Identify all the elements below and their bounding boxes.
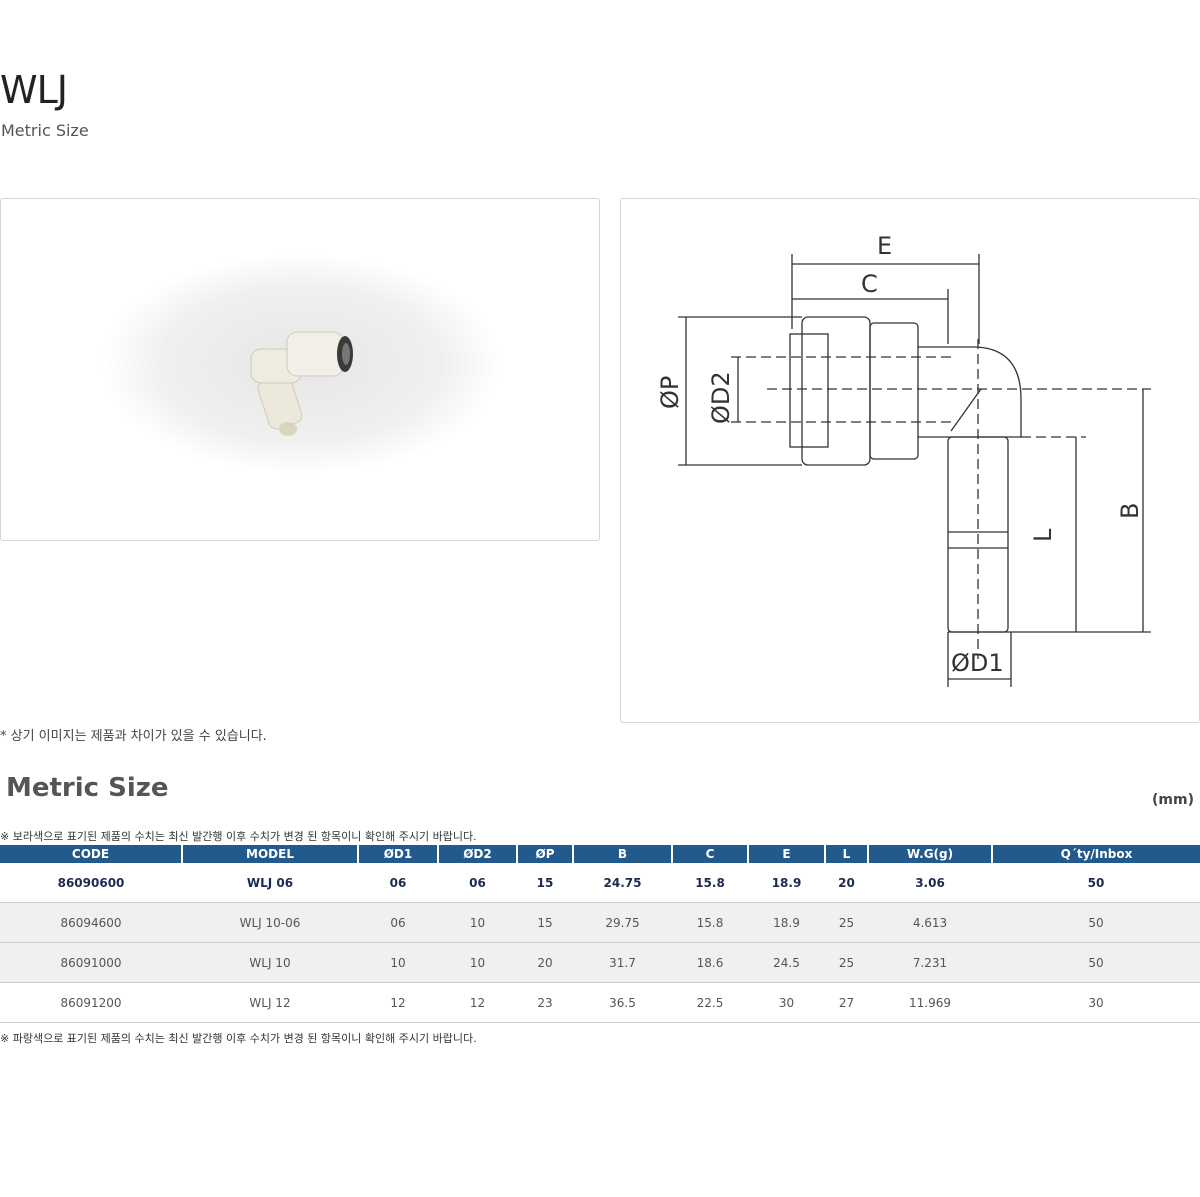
table-cell: 3.06 <box>868 863 992 903</box>
dim-label-l: L <box>1029 528 1057 542</box>
image-disclaimer: * 상기 이미지는 제품과 차이가 있을 수 있습니다. <box>0 729 267 744</box>
column-header: ØP <box>516 845 573 863</box>
table-cell: 86091000 <box>0 942 182 983</box>
table-cell: 15 <box>517 902 573 943</box>
section-title: Metric Size <box>6 773 169 803</box>
column-header: W.G(g) <box>867 845 992 863</box>
dim-label-d2: ØD2 <box>707 371 735 424</box>
table-cell: 86090600 <box>0 863 182 903</box>
table-cell: 50 <box>992 863 1200 903</box>
column-header: CODE <box>0 845 182 863</box>
page-subtitle: Metric Size <box>1 121 89 140</box>
column-header: MODEL <box>181 845 358 863</box>
dim-label-p: ØP <box>656 376 684 409</box>
table-cell: 06 <box>358 863 438 903</box>
table-cell: 20 <box>517 942 573 983</box>
table-cell: 06 <box>358 902 438 943</box>
column-header: C <box>671 845 748 863</box>
table-cell: 20 <box>825 863 868 903</box>
table-row: 86091000 WLJ 10 10 10 20 31.7 18.6 24.5 25 7.231 5… <box>0 942 1200 983</box>
product-photo <box>0 198 600 541</box>
table-header: CODE MODEL ØD1 ØD2 ØP B C E L W.G(g) Q´ty/Inbox <box>0 845 1200 863</box>
table-cell: 50 <box>992 942 1200 983</box>
table-row: 86094600 WLJ 10-06 06 10 15 29.75 15.8 18.9 25 4.… <box>0 902 1200 943</box>
unit-label: (mm) <box>1152 792 1194 808</box>
column-header: B <box>572 845 672 863</box>
table-cell: 15.8 <box>672 902 748 943</box>
table-cell: 22.5 <box>672 982 748 1023</box>
column-header: L <box>824 845 868 863</box>
table-row: 86090600 WLJ 06 06 06 15 24.75 15.8 18.9 20 3.06 5… <box>0 863 1200 903</box>
note-bottom: ※ 파랑색으로 표기된 제품의 수치는 최신 발간행 이후 수치가 변경 된 항… <box>0 1032 477 1045</box>
table-cell: 15 <box>517 863 573 903</box>
table-cell: 18.6 <box>672 942 748 983</box>
elbow-fitting-image <box>101 254 501 474</box>
dim-label-b: B <box>1116 503 1144 519</box>
table-cell: WLJ 10 <box>182 942 358 983</box>
table-cell: 10 <box>438 902 517 943</box>
page-title: WLJ <box>0 68 68 112</box>
spec-table: CODE MODEL ØD1 ØD2 ØP B C E L W.G(g) Q´ty/Inbox 86… <box>0 845 1200 1023</box>
table-cell: 10 <box>358 942 438 983</box>
table-cell: 23 <box>517 982 573 1023</box>
table-cell: 18.9 <box>748 902 825 943</box>
dim-label-e: E <box>877 232 892 260</box>
column-header: ØD2 <box>437 845 517 863</box>
table-cell: 25 <box>825 942 868 983</box>
table-cell: 86094600 <box>0 902 182 943</box>
table-cell: 50 <box>992 902 1200 943</box>
table-cell: 12 <box>358 982 438 1023</box>
table-cell: 27 <box>825 982 868 1023</box>
table-cell: WLJ 06 <box>182 863 358 903</box>
table-cell: 11.969 <box>868 982 992 1023</box>
table-cell: WLJ 10-06 <box>182 902 358 943</box>
dimension-drawing: E C ØP ØD2 L B ØD1 <box>620 198 1200 723</box>
table-cell: 24.75 <box>573 863 672 903</box>
table-cell: 15.8 <box>672 863 748 903</box>
table-cell: 12 <box>438 982 517 1023</box>
table-cell: 29.75 <box>573 902 672 943</box>
table-cell: 4.613 <box>868 902 992 943</box>
table-cell: 31.7 <box>573 942 672 983</box>
dim-label-c: C <box>861 270 878 298</box>
table-cell: WLJ 12 <box>182 982 358 1023</box>
table-cell: 30 <box>992 982 1200 1023</box>
table-cell: 86091200 <box>0 982 182 1023</box>
table-cell: 18.9 <box>748 863 825 903</box>
table-row: 86091200 WLJ 12 12 12 23 36.5 22.5 30 27 11.969 30 <box>0 982 1200 1023</box>
table-cell: 25 <box>825 902 868 943</box>
table-cell: 30 <box>748 982 825 1023</box>
table-cell: 7.231 <box>868 942 992 983</box>
table-cell: 06 <box>438 863 517 903</box>
column-header: E <box>747 845 825 863</box>
table-cell: 10 <box>438 942 517 983</box>
column-header: ØD1 <box>357 845 438 863</box>
column-header: Q´ty/Inbox <box>991 845 1200 863</box>
table-cell: 24.5 <box>748 942 825 983</box>
dim-label-d1: ØD1 <box>951 649 1004 677</box>
table-cell: 36.5 <box>573 982 672 1023</box>
note-top: ※ 보라색으로 표기된 제품의 수치는 최신 발간행 이후 수치가 변경 된 항… <box>0 830 477 843</box>
